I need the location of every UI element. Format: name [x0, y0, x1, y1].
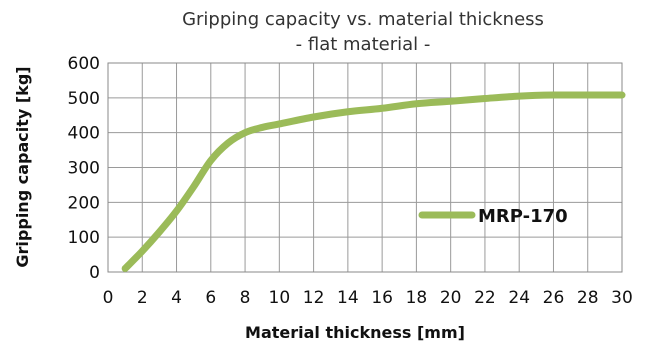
x-tick-label: 26 [543, 288, 565, 308]
x-tick-label: 16 [371, 288, 393, 308]
x-tick-label: 20 [440, 288, 462, 308]
legend: MRP-170 [418, 206, 568, 227]
chart-subtitle: - flat material - [296, 34, 431, 55]
series [121, 91, 626, 273]
y-tick-label: 100 [68, 228, 100, 248]
x-tick-label: 22 [474, 288, 496, 308]
y-tick-label: 500 [68, 89, 100, 109]
x-tick-label: 30 [611, 288, 633, 308]
x-tick-label: 12 [303, 288, 325, 308]
y-tick-label: 300 [68, 159, 100, 179]
x-tick-label: 8 [240, 288, 251, 308]
x-tick-label: 10 [269, 288, 291, 308]
x-tick-label: 2 [137, 288, 148, 308]
x-tick-label: 24 [508, 288, 530, 308]
y-tick-label: 0 [89, 263, 100, 283]
y-tick-label: 600 [68, 54, 100, 74]
x-axis-title: Material thickness [mm] [245, 323, 465, 342]
legend-label-mrp-170: MRP-170 [478, 206, 568, 227]
series-line-mrp-170 [121, 91, 626, 273]
y-tick-label: 200 [68, 193, 100, 213]
chart-title: Gripping capacity vs. material thickness [182, 9, 544, 30]
x-axis-ticks: 0 2 4 6 8 10 12 14 16 18 20 22 24 26 28 30 [103, 288, 633, 308]
x-tick-label: 4 [171, 288, 182, 308]
y-axis-title: Gripping capacity [kg] [13, 66, 32, 267]
x-tick-label: 0 [103, 288, 114, 308]
y-tick-label: 400 [68, 124, 100, 144]
y-axis-ticks: 0 100 200 300 400 500 600 [68, 54, 100, 283]
x-tick-label: 18 [406, 288, 428, 308]
plot-frame [107, 62, 623, 273]
x-tick-label: 14 [337, 288, 359, 308]
x-tick-label: 6 [205, 288, 216, 308]
x-tick-label: 28 [577, 288, 599, 308]
